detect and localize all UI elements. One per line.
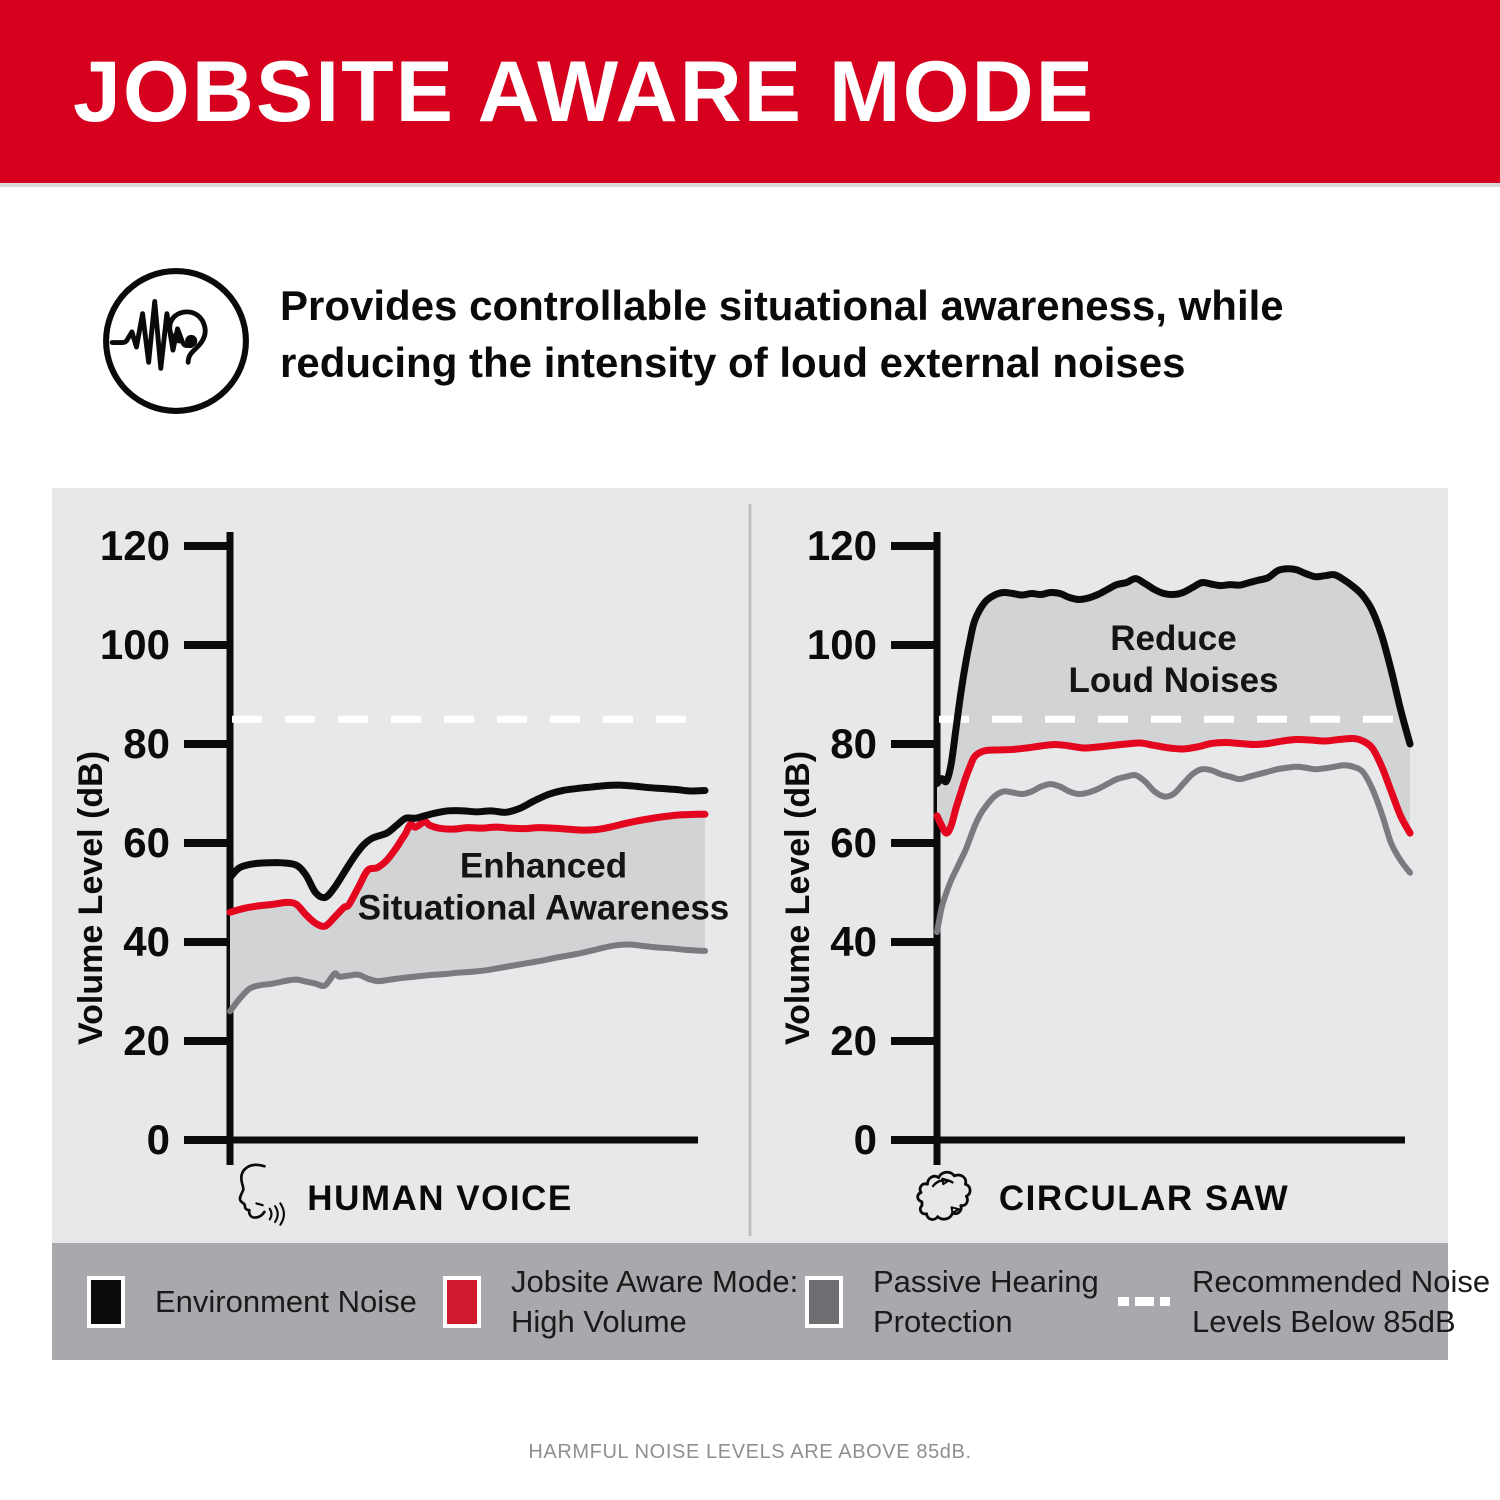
human-voice-icon xyxy=(238,1163,286,1226)
circular-saw-label: CIRCULAR SAW xyxy=(998,1179,1290,1218)
legend-item-environment: Environment Noise xyxy=(87,1243,417,1360)
curve-passive xyxy=(227,941,708,1015)
curve-environment xyxy=(226,781,709,902)
y-axis-title: Volume Level (dB) xyxy=(72,751,110,1045)
y-tick-label: 120 xyxy=(100,522,170,569)
annotation-text: Situational Awareness xyxy=(358,889,730,928)
human-voice-caption: HUMAN VOICE xyxy=(52,1156,750,1242)
y-tick-label: 40 xyxy=(123,918,170,965)
y-tick-label: 0 xyxy=(854,1116,877,1163)
header-banner: JOBSITE AWARE MODE xyxy=(0,0,1500,187)
harmful-noise-footnote: HARMFUL NOISE LEVELS ARE ABOVE 85dB. xyxy=(528,1441,972,1463)
legend-swatch-1 xyxy=(443,1275,481,1328)
dashed-line-swatch xyxy=(1118,1297,1174,1306)
legend-item-passive-protection: Passive Hearing Protection xyxy=(805,1243,1099,1360)
circular-saw-caption: CIRCULAR SAW xyxy=(750,1156,1448,1242)
legend-label-passive-protection: Passive Hearing Protection xyxy=(873,1263,1099,1339)
chart-human-voice: 0 20 40 60 80 100 120 Volume Level (dB) Enhanced… xyxy=(72,522,729,1165)
shaded-region xyxy=(937,568,1410,834)
intro-section: Provides controllable situational awaren… xyxy=(0,187,1500,477)
legend-item-recommended-level: Recommended Noise Levels Below 85dB xyxy=(1118,1243,1490,1360)
legend-label-recommended-level: Recommended Noise Levels Below 85dB xyxy=(1192,1263,1491,1339)
annotation-text: Loud Noises xyxy=(1068,661,1278,700)
y-tick-label: 20 xyxy=(830,1017,877,1064)
y-tick-label: 100 xyxy=(100,621,170,668)
y-tick-label: 40 xyxy=(830,918,877,965)
intro-line-1: Provides controllable situational awaren… xyxy=(280,282,1284,329)
legend-swatch-2 xyxy=(805,1275,843,1328)
legend-item-jobsite-aware: Jobsite Aware Mode: High Volume xyxy=(443,1243,798,1360)
curve-aware xyxy=(226,810,709,930)
legend-swatch-0 xyxy=(87,1275,125,1328)
y-axis-title: Volume Level (dB) xyxy=(779,751,817,1045)
chart-circular-saw: 0 20 40 60 80 100 120 Volume Level (dB) ReduceLo… xyxy=(779,522,1414,1165)
human-voice-label: HUMAN VOICE xyxy=(307,1179,573,1218)
curve-aware xyxy=(933,735,1414,837)
y-tick-label: 100 xyxy=(807,621,877,668)
annotation-text: Enhanced xyxy=(460,847,627,886)
intro-line-2: reducing the intensity of loud external … xyxy=(280,339,1186,386)
hearing-awareness-icon xyxy=(103,268,249,414)
circular-saw-icon xyxy=(916,1170,972,1221)
shaded-region xyxy=(230,814,705,1012)
legend-label-jobsite-aware: Jobsite Aware Mode: High Volume xyxy=(511,1263,799,1339)
curve-environment xyxy=(933,565,1414,788)
y-tick-label: 80 xyxy=(830,720,877,767)
y-tick-label: 60 xyxy=(830,819,877,866)
y-tick-label: 0 xyxy=(147,1116,170,1163)
y-tick-label: 20 xyxy=(123,1017,170,1064)
curve-passive xyxy=(934,762,1413,936)
charts-panel: 0 20 40 60 80 100 120 Volume Level (dB) Enhanced… xyxy=(52,488,1448,1243)
page-title: JOBSITE AWARE MODE xyxy=(73,43,1095,140)
legend-label-environment: Environment Noise xyxy=(155,1283,417,1319)
intro-text: Provides controllable situational awaren… xyxy=(280,277,1284,391)
y-tick-label: 80 xyxy=(123,720,170,767)
y-tick-label: 60 xyxy=(123,819,170,866)
y-tick-label: 120 xyxy=(807,522,877,569)
annotation-text: Reduce xyxy=(1110,619,1236,658)
volume-charts: 0 20 40 60 80 100 120 Volume Level (dB) Enhanced… xyxy=(72,504,1414,1236)
legend-bar: Environment Noise Jobsite Aware Mode: Hi… xyxy=(52,1243,1490,1360)
